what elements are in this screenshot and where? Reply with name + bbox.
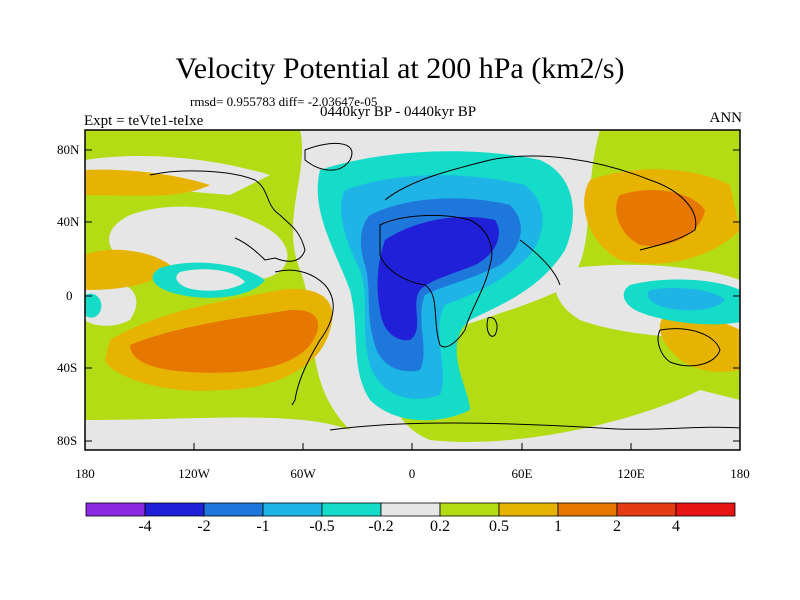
- colorbar-label: -0.2: [368, 518, 394, 535]
- coast-north-america: [149, 170, 306, 262]
- contour-field: [85, 130, 740, 450]
- colorbar-label: 2: [613, 518, 621, 535]
- contour-pos-south-pacific-inner: [130, 309, 319, 373]
- contour-neg-level4-core: [377, 216, 499, 341]
- coast-south-america: [274, 269, 334, 406]
- lon-tick-label: 120W: [178, 466, 210, 481]
- colorbar-swatch: [380, 502, 441, 517]
- colorbar-swatch: [498, 502, 559, 517]
- colorbar-label: 0.5: [489, 518, 509, 535]
- colorbar-label: 4: [672, 518, 680, 535]
- map-title: Velocity Potential at 200 hPa (km2/s): [175, 52, 625, 85]
- contour-neg-maritime-inner: [647, 288, 725, 311]
- colorbar-swatch: [557, 502, 618, 517]
- colorbar-label: 0.2: [430, 518, 450, 535]
- colorbar-swatch: [675, 502, 736, 517]
- colorbar-label: -4: [138, 518, 152, 535]
- lon-tick-label: 120E: [617, 466, 645, 481]
- coast-madagascar: [486, 316, 498, 337]
- lat-tick-label: 40S: [57, 360, 78, 375]
- lat-tick-label: 80N: [57, 142, 80, 157]
- coast-australia: [657, 328, 721, 367]
- colorbar-swatch: [262, 502, 323, 517]
- lat-tick-label: 80S: [57, 433, 78, 448]
- coast-india: [519, 239, 561, 286]
- lon-tick-label: 0: [408, 466, 416, 481]
- contour-pos-east-asia-inner: [616, 190, 705, 246]
- lon-tick-label: 180: [75, 466, 95, 481]
- contour-pos-north-pacific: [85, 169, 210, 196]
- colorbar: [85, 502, 736, 517]
- coastlines: [149, 142, 740, 431]
- colorbar-swatch: [616, 502, 677, 517]
- lon-tick-label: 180: [730, 466, 750, 481]
- rmsd-diff-stats: rmsd= 0.955783 diff= -2.03647e-05: [190, 94, 378, 109]
- lon-tick-label: 60E: [511, 466, 533, 481]
- period-label: 0440kyr BP - 0440kyr BP: [320, 104, 477, 120]
- coast-eurasia: [384, 155, 697, 251]
- colorbar-label: -0.5: [309, 518, 335, 535]
- colorbar-swatch: [439, 502, 500, 517]
- lat-tick-marks: [85, 149, 740, 442]
- contour-neg-west-edge: [85, 293, 102, 318]
- colorbar-swatch: [144, 502, 205, 517]
- colorbar-swatch: [85, 502, 146, 517]
- lat-tick-label: 0: [66, 288, 73, 303]
- coast-antarctica: [329, 422, 740, 431]
- colorbar-label: -1: [256, 518, 270, 535]
- colorbar-label: 1: [554, 518, 562, 535]
- coast-africa: [379, 214, 493, 348]
- season-label: ANN: [709, 110, 743, 126]
- colorbar-label: -2: [197, 518, 211, 535]
- lon-tick-label: 60W: [290, 466, 316, 481]
- colorbar-swatch: [203, 502, 264, 517]
- experiment-label: Expt = teVte1-teIxe: [84, 113, 204, 129]
- lon-tick-marks: [84, 443, 741, 450]
- colorbar-swatch: [321, 502, 382, 517]
- coast-greenland: [304, 142, 353, 171]
- contour-neutral-pacific-core: [176, 269, 245, 291]
- lat-tick-label: 40N: [57, 214, 80, 229]
- contour-pos-australia: [659, 313, 740, 372]
- contour-pos-pacific-west: [85, 249, 170, 290]
